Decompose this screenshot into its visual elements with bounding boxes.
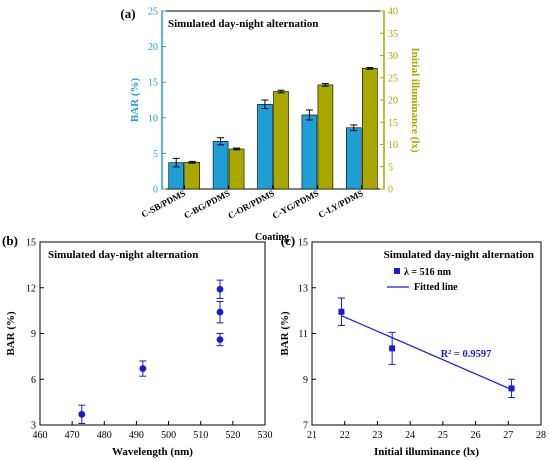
y-tick-label: 15 (26, 238, 36, 249)
legend-label: Fitted line (414, 282, 458, 293)
x-tick-label: 21 (307, 430, 317, 441)
y2-tick-label: 10 (388, 140, 398, 151)
plot-frame (39, 241, 266, 426)
x-tick-label: 27 (503, 430, 513, 441)
x-category-label: C-SB/PDMS (140, 188, 188, 220)
y-tick-label: 6 (31, 375, 36, 386)
y-tick-label: 20 (148, 42, 158, 53)
y-tick-label: 12 (26, 283, 36, 294)
panel-label: (b) (2, 233, 18, 248)
y-tick-label: 0 (153, 185, 158, 196)
y-tick-label: 3 (31, 421, 36, 432)
y2-tick-label: 40 (388, 7, 398, 18)
y-tick-label: 5 (153, 149, 158, 160)
x-axis-label: Wavelength (nm) (112, 446, 193, 458)
data-point (216, 308, 224, 316)
panel-a: 0 5 10 15 20 25 0 5 10 15 20 25 30 35 40 C-SB/PDMSC-BG/… (120, 6, 421, 243)
y-tick-label: 25 (148, 7, 158, 18)
x-tick-label: 520 (225, 430, 240, 441)
illuminance-bar (317, 84, 334, 190)
illuminance-error-bar (233, 147, 241, 151)
panel-label: (c) (281, 233, 295, 248)
data-point (216, 285, 224, 293)
y-tick-label: 7 (303, 421, 308, 432)
fitted-line (341, 315, 512, 391)
x-category-label: C-OR/PDMS (226, 188, 276, 221)
x-category-label: C-BG/PDMS (182, 188, 231, 221)
bar-error-bar (305, 109, 313, 121)
bar-bar (212, 140, 229, 190)
x-tick-label: 24 (405, 430, 415, 441)
x-tick-label: 23 (372, 430, 382, 441)
illuminance-bar (228, 148, 245, 190)
x-axis-label: Coating (255, 232, 289, 243)
bar-bar (345, 127, 362, 190)
x-tick-label: 22 (340, 430, 350, 441)
data-point (338, 308, 345, 315)
chart-annotation: Simulated day-night alternation (168, 18, 318, 30)
x-axis-label: Initial illuminance (lx) (374, 446, 479, 458)
y2-tick-label: 0 (388, 185, 393, 196)
x-tick-label: 26 (471, 430, 481, 441)
x-tick-label: 530 (258, 430, 273, 441)
panel-label: (a) (120, 6, 135, 21)
x-tick-label: 510 (193, 430, 208, 441)
data-point (139, 365, 147, 372)
y-tick-label: 9 (31, 329, 36, 340)
y2-tick-label: 15 (388, 118, 398, 129)
y2-tick-label: 35 (388, 29, 398, 40)
y2-tick-label: 30 (388, 51, 398, 62)
x-tick-label: 500 (161, 430, 176, 441)
illuminance-error-bar (366, 67, 374, 70)
y-tick-label: 15 (298, 238, 308, 249)
bar-error-bar (217, 137, 225, 146)
y-axis-label: BAR (%) (129, 78, 141, 123)
y2-tick-label: 5 (388, 162, 393, 173)
x-tick-label: 480 (97, 430, 112, 441)
x-tick-label: 470 (65, 430, 80, 441)
chart-annotation: Simulated day-night alternation (384, 249, 534, 261)
bar-error-bar (350, 124, 358, 132)
bar-bar (301, 114, 318, 190)
data-point (78, 410, 86, 418)
data-point (508, 385, 515, 392)
y-tick-label: 11 (298, 329, 308, 340)
x-tick-label: 460 (33, 430, 48, 441)
bar-bar (257, 103, 273, 190)
y2-tick-label: 20 (388, 96, 398, 107)
illuminance-bar (184, 162, 200, 190)
bar-error-bar (261, 99, 269, 110)
chart-annotation: Simulated day-night alternation (48, 249, 198, 261)
legend-marker (394, 268, 400, 274)
y-tick-label: 9 (303, 375, 308, 386)
y-tick-label: 13 (298, 283, 308, 294)
data-point (389, 345, 396, 352)
x-tick-label: 28 (536, 430, 546, 441)
y2-axis-label: Initial illuminance (lx) (409, 47, 421, 152)
illuminance-bar (273, 91, 289, 190)
x-tick-label: 25 (438, 430, 448, 441)
x-category-label: C-LY/PDMS (317, 188, 365, 220)
illuminance-bar (361, 68, 378, 190)
y-axis-label: BAR (%) (279, 311, 291, 356)
panel-b: 460 470 480 490 500 510 520 530 3 6 9 12 15 (b) Simula… (2, 233, 272, 458)
illuminance-error-bar (277, 89, 285, 94)
x-category-label: C-YG/PDMS (271, 188, 321, 221)
bar-error-bar (172, 157, 180, 168)
r2-label: R² = 0.9597 (441, 349, 492, 360)
legend-label: λ = 516 nm (404, 267, 452, 278)
x-tick-label: 490 (129, 430, 144, 441)
panel-c: 21 22 23 24 25 26 27 28 7 9 11 13 15 λ = 516 nm Fitted… (279, 233, 546, 458)
illuminance-error-bar (321, 83, 329, 87)
y-tick-label: 15 (148, 78, 158, 89)
y-axis-label: BAR (%) (5, 311, 17, 356)
y2-tick-label: 25 (388, 73, 398, 84)
illuminance-error-bar (188, 160, 196, 164)
data-point (216, 336, 224, 343)
y-tick-label: 10 (148, 113, 158, 124)
